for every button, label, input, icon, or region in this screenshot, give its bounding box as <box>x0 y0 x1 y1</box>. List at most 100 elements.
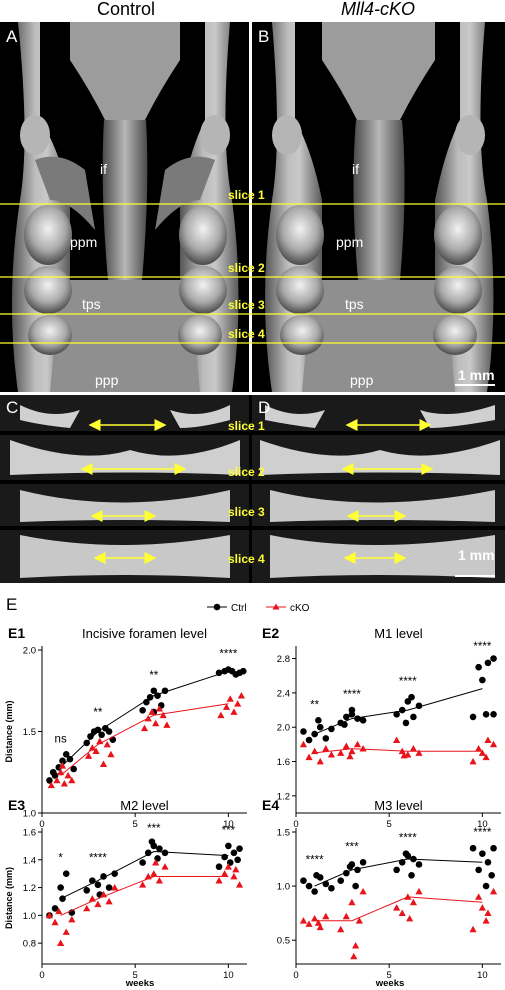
y-axis-title: Distance (mm) <box>4 700 14 762</box>
ctrl-point <box>62 751 70 758</box>
legend-ctrl-label: Ctrl <box>231 603 247 614</box>
slice-1-label-cd: slice 1 <box>228 419 265 433</box>
ctrl-point <box>415 861 423 868</box>
significance-label: **** <box>473 827 491 839</box>
ctrl-point <box>315 717 322 724</box>
cko-point <box>415 887 423 895</box>
x-axis-label-left: weeks <box>125 978 155 989</box>
control-header: Control <box>97 0 155 19</box>
slice-4-label-cd: slice 4 <box>228 552 265 566</box>
ctrl-point <box>404 698 412 705</box>
ctrl-point <box>352 882 359 890</box>
cko-point <box>47 781 55 789</box>
ctrl-point <box>490 711 497 718</box>
ctrl-point <box>328 884 335 892</box>
cko-point <box>299 917 308 924</box>
legend-ctrl-marker <box>213 603 221 611</box>
y-tick-label: 1.6 <box>277 757 290 768</box>
label-if-a: if <box>100 161 107 177</box>
ctrl-point <box>484 659 492 667</box>
ctrl-point <box>143 698 150 706</box>
ctrl-point <box>341 721 348 728</box>
significance-label: **** <box>343 689 361 701</box>
cko-point <box>221 870 229 877</box>
ctrl-point <box>57 884 64 891</box>
ctrl-point <box>488 871 495 879</box>
label-ppp-b: ppp <box>350 372 374 388</box>
x-tick-label: 5 <box>133 970 138 981</box>
y-tick-label: 2.0 <box>23 646 36 657</box>
y-axis-title: Distance (mm) <box>4 867 14 929</box>
cko-point <box>84 752 93 759</box>
ctrl-point <box>490 655 497 662</box>
series-line-cko <box>60 876 229 916</box>
x-tick-label: 10 <box>223 819 234 830</box>
significance-label: **** <box>399 676 417 688</box>
ctrl-point <box>305 882 313 890</box>
x-tick-label: 5 <box>387 970 392 981</box>
ctrl-point <box>402 850 410 857</box>
slice-1-label-ab: slice 1 <box>228 188 265 202</box>
series-line-cko <box>314 896 483 922</box>
significance-label: ** <box>149 670 158 682</box>
ctrl-point <box>94 881 102 889</box>
cko-point <box>393 736 401 743</box>
cko-point <box>337 925 345 933</box>
cko-point <box>68 776 76 784</box>
cko-point <box>99 760 108 767</box>
cko-point <box>148 708 156 715</box>
cko-point <box>57 939 65 947</box>
cko-point <box>51 918 59 926</box>
y-tick-label: 1.2 <box>277 791 290 802</box>
cko-point <box>161 863 169 870</box>
x-axis-label-right: weeks <box>375 978 405 989</box>
cko-point <box>155 877 164 884</box>
cko-point <box>352 942 360 949</box>
x-tick-label: 0 <box>39 819 44 830</box>
label-if-b: if <box>352 161 359 177</box>
ctrl-point <box>239 667 247 675</box>
cko-point <box>346 752 354 760</box>
scale-bar-label-ab: 1 mm <box>458 367 495 383</box>
label-ppm-a: ppm <box>70 234 97 250</box>
significance-label: ** <box>93 707 102 719</box>
cko-point <box>55 907 63 915</box>
cko-point <box>342 742 350 749</box>
ctrl-point <box>111 870 118 877</box>
significance-label: **** <box>219 649 237 661</box>
ctrl-point <box>221 853 228 861</box>
x-tick-label: 0 <box>293 970 298 981</box>
x-tick-label: 10 <box>477 970 488 981</box>
y-tick-label: 1.0 <box>23 809 36 820</box>
cko-point <box>316 757 324 765</box>
ctrl-point <box>234 856 241 864</box>
ctrl-point <box>300 877 307 884</box>
cko-point <box>215 877 223 884</box>
cko-point <box>140 724 149 732</box>
cko-point <box>139 881 147 888</box>
cko-point <box>359 887 367 895</box>
chart-label-e4: E4 <box>262 797 279 813</box>
cko-point <box>152 858 160 866</box>
ctrl-point <box>215 669 223 677</box>
ctrl-point <box>46 777 53 784</box>
distance-arrows <box>80 419 434 564</box>
significance-label: **** <box>89 853 107 865</box>
ctrl-point <box>105 884 113 891</box>
slice-4-label-ab: slice 4 <box>228 327 265 341</box>
significance-label: * <box>58 853 63 865</box>
ctrl-point <box>305 736 313 744</box>
cko-point <box>305 753 313 761</box>
cko-point <box>68 915 76 923</box>
cko-point <box>99 890 108 898</box>
ctrl-point <box>87 733 94 740</box>
cko-point <box>409 745 418 752</box>
ctrl-point <box>410 713 417 721</box>
cko-point <box>311 914 319 922</box>
y-tick-label: 1.2 <box>23 883 36 894</box>
ctrl-point <box>408 693 415 701</box>
panel-letter-e: E <box>6 595 17 614</box>
panel-b-image <box>252 22 505 392</box>
cko-point <box>62 928 70 935</box>
